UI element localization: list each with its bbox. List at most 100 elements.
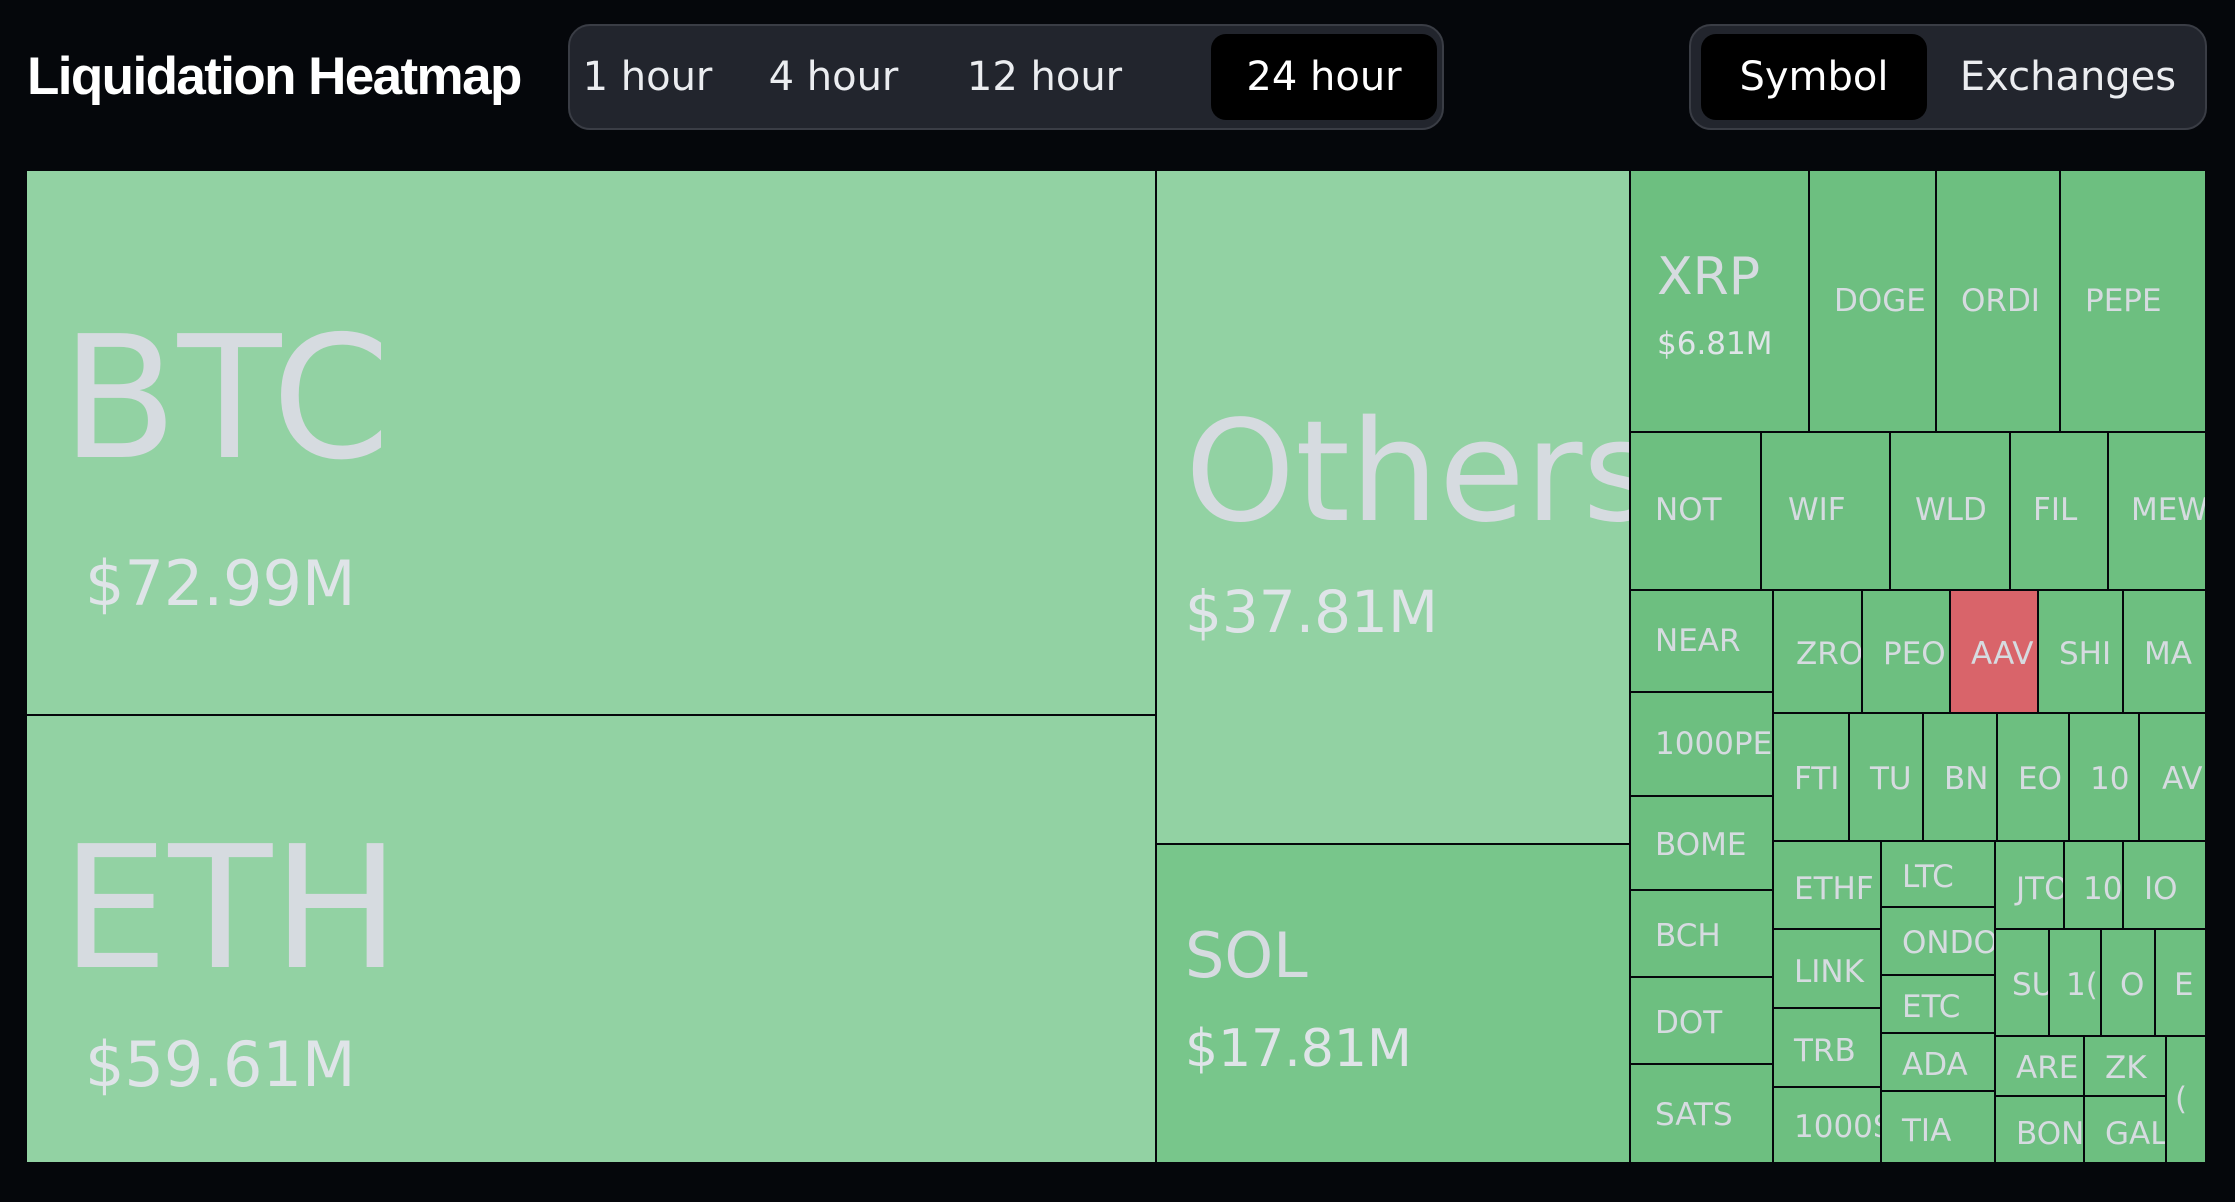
view-exchanges-button[interactable]: Exchanges (1959, 54, 2177, 100)
tile-symbol: Others (1185, 391, 1629, 554)
tile-symbol: TRB (1794, 1033, 1856, 1069)
treemap-tile[interactable]: ETC (1882, 976, 1994, 1032)
treemap-tile[interactable]: NEAR (1631, 591, 1772, 691)
tile-symbol: ADA (1902, 1047, 1968, 1083)
treemap-tile[interactable]: TIA (1882, 1092, 1994, 1162)
timeframe-12-hour-button[interactable]: 12 hour (966, 54, 1123, 100)
view-selector: Symbol Exchanges (1689, 24, 2207, 130)
treemap-tile[interactable]: BON (1996, 1097, 2083, 1162)
tile-symbol: BOME (1655, 827, 1747, 863)
treemap-tile[interactable]: SATS (1631, 1065, 1772, 1162)
treemap-tile[interactable]: BTC $72.99M (27, 171, 1155, 714)
treemap-tile[interactable]: IO (2124, 842, 2205, 928)
treemap-tile[interactable]: PEO (1863, 591, 1949, 712)
tile-symbol: SATS (1655, 1097, 1733, 1133)
treemap-tile[interactable]: ( (2167, 1037, 2205, 1162)
treemap-tile[interactable]: O (2102, 930, 2154, 1035)
treemap-tile[interactable]: ORDI (1937, 171, 2059, 431)
timeframe-1-hour-button[interactable]: 1 hour (582, 54, 713, 100)
tile-symbol: ETC (1902, 989, 1961, 1025)
page-title: Liquidation Heatmap (27, 47, 522, 106)
treemap-tile[interactable]: ETHF (1774, 842, 1880, 928)
treemap-tile[interactable]: 1000S (1774, 1088, 1880, 1162)
treemap-tile[interactable]: WLD (1891, 433, 2009, 589)
treemap-tile[interactable]: FIL (2011, 433, 2107, 589)
treemap-tile[interactable]: BOME (1631, 797, 1772, 889)
treemap-tile[interactable]: FTI (1774, 714, 1848, 840)
treemap-tile[interactable]: ADA (1882, 1034, 1994, 1090)
treemap-tile[interactable]: BN (1924, 714, 1996, 840)
tile-symbol: DOT (1655, 1005, 1723, 1041)
tile-symbol: EO (2018, 761, 2062, 797)
view-symbol-button[interactable]: Symbol (1701, 34, 1927, 120)
treemap-tile[interactable]: LTC (1882, 842, 1994, 906)
tile-symbol: LTC (1902, 859, 1954, 895)
tile-symbol: ORDI (1961, 283, 2040, 319)
treemap-tile[interactable]: 10 (2065, 842, 2122, 928)
tile-symbol: 10 (2083, 871, 2122, 907)
treemap-tile[interactable]: DOT (1631, 978, 1772, 1063)
treemap-tile[interactable]: MEW (2109, 433, 2205, 589)
tile-symbol: NEAR (1655, 623, 1741, 659)
treemap-tile[interactable]: JTO (1996, 842, 2063, 928)
tile-symbol: FTI (1794, 761, 1840, 797)
tile-symbol: LINK (1794, 954, 1864, 990)
treemap-tile[interactable]: ARE (1996, 1037, 2083, 1095)
treemap-tile[interactable]: EO (1998, 714, 2068, 840)
treemap-tile[interactable]: 1000PE (1631, 693, 1772, 795)
treemap-tile[interactable]: WIF (1762, 433, 1889, 589)
treemap-tile[interactable]: TU (1850, 714, 1922, 840)
treemap-tile[interactable]: SHI (2039, 591, 2122, 712)
tile-symbol: SU (2012, 967, 2048, 1003)
treemap-tile[interactable]: NOT (1631, 433, 1760, 589)
tile-symbol: PEO (1883, 636, 1946, 672)
treemap-tile[interactable]: Others $37.81M (1157, 171, 1629, 843)
tile-symbol: ETHF (1794, 871, 1874, 907)
tile-symbol: 1000S (1794, 1109, 1880, 1145)
treemap-tile[interactable]: AV (2140, 714, 2205, 840)
tile-symbol: SHI (2059, 636, 2112, 672)
tile-symbol: O (2120, 967, 2145, 1003)
treemap-tile[interactable]: XRP $6.81M (1631, 171, 1808, 431)
treemap-tile[interactable]: E (2156, 930, 2205, 1035)
treemap-tile[interactable]: SU (1996, 930, 2048, 1035)
tile-symbol: ETH (61, 810, 401, 1008)
tile-symbol: GAL (2105, 1116, 2165, 1152)
treemap-tile[interactable]: ZRO (1774, 591, 1861, 712)
timeframe-selector: 1 hour 4 hour 12 hour 24 hour (568, 24, 1444, 130)
tile-value: $6.81M (1657, 326, 1773, 362)
tile-symbol: FIL (2033, 492, 2078, 528)
treemap-tile[interactable]: AAV (1951, 591, 2037, 712)
liquidation-treemap: BTC $72.99M ETH $59.61M Others $37.81M SOL $17.… (27, 171, 2205, 1162)
tile-symbol: BCH (1655, 918, 1721, 954)
treemap-tile[interactable]: SOL $17.81M (1157, 845, 1629, 1162)
tile-symbol: TIA (1902, 1113, 1952, 1149)
tile-symbol: BN (1944, 761, 1989, 797)
treemap-tile[interactable]: BCH (1631, 891, 1772, 976)
tile-symbol: ( (2175, 1081, 2188, 1117)
tile-symbol: IO (2144, 871, 2178, 907)
treemap-tile[interactable]: 10 (2070, 714, 2138, 840)
tile-symbol: NOT (1655, 492, 1722, 528)
treemap-tile[interactable]: ETH $59.61M (27, 716, 1155, 1162)
tile-symbol: BON (2016, 1116, 2083, 1152)
treemap-tile[interactable]: DOGE (1810, 171, 1935, 431)
treemap-tile[interactable]: LINK (1774, 930, 1880, 1007)
tile-value: $37.81M (1185, 578, 1438, 646)
tile-symbol: E (2174, 967, 2194, 1003)
treemap-tile[interactable]: PEPE (2061, 171, 2205, 431)
timeframe-24-hour-button[interactable]: 24 hour (1211, 34, 1437, 120)
treemap-tile[interactable]: TRB (1774, 1009, 1880, 1086)
treemap-tile[interactable]: ONDO (1882, 908, 1994, 974)
tile-symbol: WIF (1788, 492, 1846, 528)
tile-symbol: PEPE (2085, 283, 2162, 319)
treemap-tile[interactable]: ZK (2085, 1037, 2165, 1095)
timeframe-4-hour-button[interactable]: 4 hour (768, 54, 899, 100)
treemap-tile[interactable]: MA (2124, 591, 2205, 712)
tile-symbol: AAV (1971, 636, 2034, 672)
treemap-tile[interactable]: 1( (2050, 930, 2100, 1035)
treemap-tile[interactable]: GAL (2085, 1097, 2165, 1162)
tile-symbol: DOGE (1834, 283, 1926, 319)
tile-symbol: MA (2144, 636, 2192, 672)
tile-symbol: ARE (2016, 1050, 2079, 1086)
